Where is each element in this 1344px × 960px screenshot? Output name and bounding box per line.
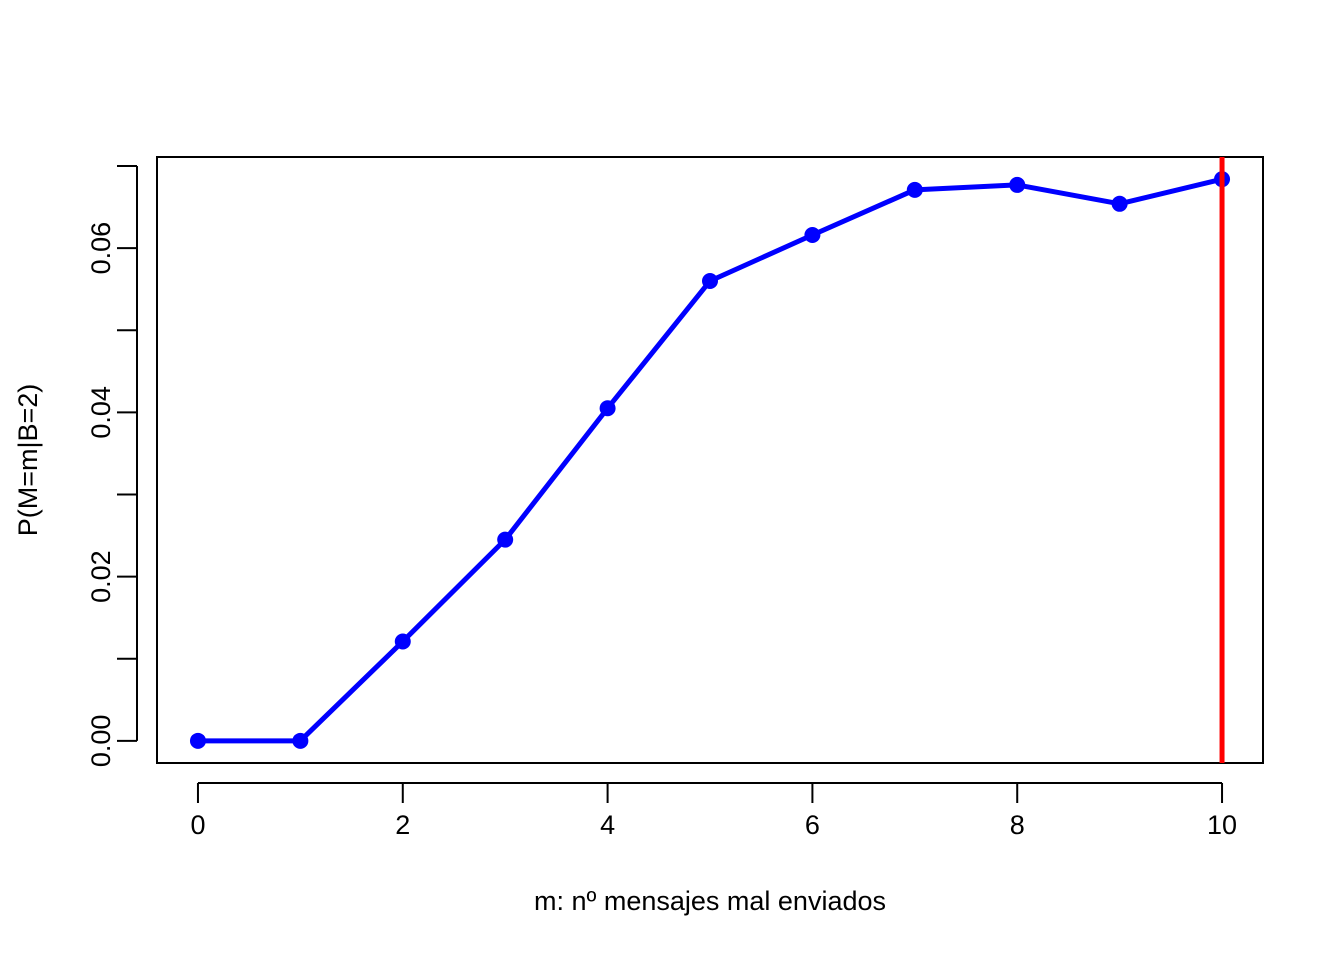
data-point	[292, 732, 309, 749]
y-axis-label: P(M=m|B=2)	[13, 384, 43, 537]
y-tick-label: 0.04	[86, 386, 116, 439]
series-line	[197, 176, 1223, 744]
data-point	[906, 181, 923, 198]
data-point	[394, 633, 411, 650]
x-tick-label: 4	[600, 810, 615, 840]
data-point	[1009, 176, 1026, 193]
data-point	[599, 400, 616, 417]
data-point	[189, 732, 206, 749]
y-axis: 0.00 0.02 0.04 0.06	[86, 165, 138, 768]
x-tick-label: 6	[805, 810, 820, 840]
data-point	[1111, 195, 1128, 212]
x-tick-label: 2	[395, 810, 410, 840]
y-tick-label: 0.02	[86, 550, 116, 603]
x-tick-label: 10	[1207, 810, 1237, 840]
data-point	[804, 227, 821, 244]
x-tick-label: 0	[190, 810, 205, 840]
plot-frame	[156, 156, 1264, 764]
x-axis: 0 2 4 6 8 10	[190, 782, 1237, 840]
data-point	[497, 531, 514, 548]
x-axis-label: m: nº mensajes mal enviados	[534, 886, 886, 916]
series-layer	[189, 171, 1231, 749]
y-tick-label: 0.00	[86, 715, 116, 768]
y-tick-label: 0.06	[86, 222, 116, 275]
data-point	[702, 272, 718, 289]
x-tick-label: 8	[1010, 810, 1025, 840]
